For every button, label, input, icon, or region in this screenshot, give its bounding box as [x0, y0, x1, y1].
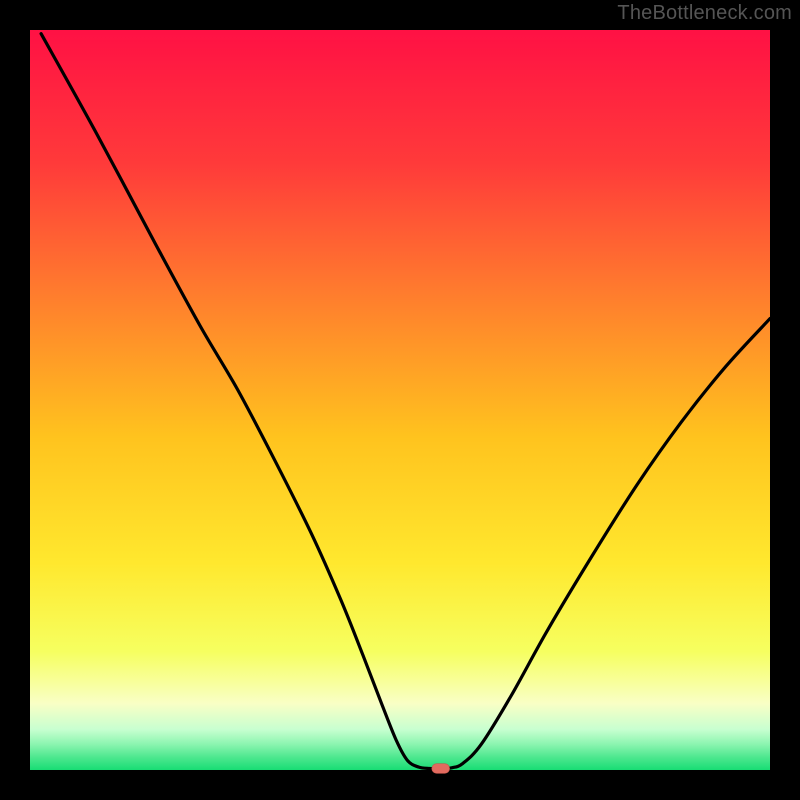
bottleneck-marker: [432, 764, 450, 774]
bottleneck-curve-chart: [0, 0, 800, 800]
watermark-text: TheBottleneck.com: [617, 2, 792, 25]
chart-container: TheBottleneck.com: [0, 0, 800, 800]
chart-background-gradient: [30, 30, 770, 770]
